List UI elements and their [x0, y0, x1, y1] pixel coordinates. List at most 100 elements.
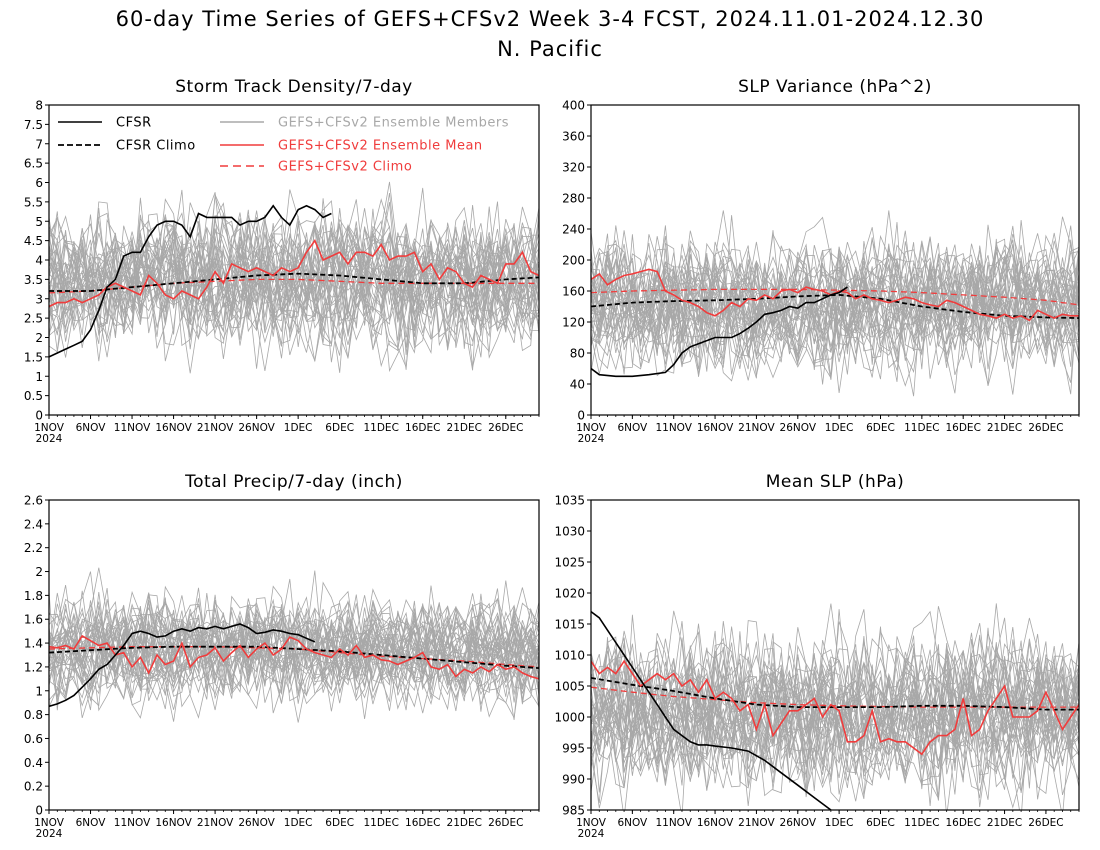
member-trace — [49, 219, 539, 356]
y-tick-label: 1.6 — [24, 613, 43, 627]
legend-label: GEFS+CFSv2 Ensemble Mean — [278, 139, 483, 154]
member-trace — [591, 222, 1079, 379]
member-trace — [591, 641, 1079, 786]
x-tick-label: 21DEC — [447, 817, 482, 829]
legend-item-ens-mean: GEFS+CFSv2 Ensemble Mean — [220, 139, 483, 154]
y-tick-label: 240 — [562, 223, 585, 237]
member-trace — [591, 254, 1079, 370]
figure-title: 60-day Time Series of GEFS+CFSv2 Week 3-… — [116, 7, 985, 31]
legend-label: GEFS+CFSv2 Ensemble Members — [278, 116, 509, 131]
member-trace — [591, 630, 1079, 800]
x-tick-label: 26DEC — [488, 817, 523, 829]
x-tick-label: 11NOV — [114, 422, 151, 434]
y-tick-label: 0.8 — [24, 708, 43, 722]
legend-item-ens-climo: GEFS+CFSv2 Climo — [220, 160, 412, 175]
series-ens-climo — [591, 288, 1079, 306]
y-tick-label: 1035 — [554, 494, 585, 508]
series-climo — [591, 293, 1079, 319]
x-tick-label: 11NOV — [655, 422, 692, 434]
x-tick-label: 11DEC — [363, 817, 398, 829]
axes-frame — [48, 499, 540, 811]
panel-1: Storm Track Density/7-day 0 0.5 1 1.5 2 2.5 3 3.… — [24, 77, 540, 445]
member-trace — [591, 633, 1079, 800]
x-tick-label: 1NOV — [576, 422, 607, 434]
y-tick-label: 2 — [35, 565, 43, 579]
series-climo — [49, 645, 539, 669]
y-tick-label: 995 — [562, 742, 585, 756]
series-climo — [591, 677, 1079, 711]
y-tick-label: 1000 — [554, 711, 585, 725]
x-tick-label: 1DEC — [284, 422, 313, 434]
x-tick-label: 6DEC — [325, 422, 354, 434]
series-obs — [591, 610, 832, 810]
y-tick-label: 0 — [35, 804, 43, 818]
x-tick-label: 11DEC — [904, 422, 939, 434]
y-tick-label: 1015 — [554, 618, 585, 632]
y-tick-label: 1 — [35, 370, 43, 384]
x-tick-label: 26DEC — [1028, 422, 1063, 434]
y-tick-label: 6.5 — [24, 157, 43, 171]
member-trace — [49, 199, 539, 363]
x-tick-label: 11DEC — [904, 817, 939, 829]
y-tick-label: 1020 — [554, 587, 585, 601]
y-tick-label: 1025 — [554, 556, 585, 570]
y-tick-label: 5 — [35, 215, 43, 229]
member-trace — [591, 210, 1079, 379]
panels-group: Storm Track Density/7-day 0 0.5 1 1.5 2 2.5 3 3.… — [24, 77, 1080, 840]
member-trace — [49, 218, 539, 340]
y-tick-label: 6 — [35, 176, 43, 190]
member-trace — [591, 603, 1079, 800]
y-tick-label: 0.4 — [24, 756, 43, 770]
x-tick-label: 1DEC — [825, 422, 854, 434]
y-tick-label: 2.4 — [24, 517, 43, 531]
member-trace — [49, 602, 539, 711]
y-tick-label: 0.5 — [24, 389, 43, 403]
figure-subtitle: N. Pacific — [497, 37, 603, 61]
x-tick-label: 21DEC — [987, 817, 1022, 829]
y-tick-label: 5.5 — [24, 195, 43, 209]
legend-item-cfsr: CFSR — [58, 116, 151, 131]
y-tick-label: 0.2 — [24, 780, 43, 794]
y-tick-label: 8 — [35, 99, 43, 113]
member-trace — [591, 614, 1079, 774]
x-tick-label: 16DEC — [405, 422, 440, 434]
y-tick-label: 1.2 — [24, 660, 43, 674]
x-tick-label: 1NOV — [34, 817, 65, 829]
y-tick-label: 1.5 — [24, 350, 43, 364]
x-tick-label: 1DEC — [284, 817, 313, 829]
panel-3: Total Precip/7-day (inch)00.20.40.60.811… — [24, 472, 540, 840]
y-tick-label: 0 — [577, 409, 585, 423]
x-tick-label: 6NOV — [76, 422, 107, 434]
member-trace — [49, 600, 539, 723]
y-tick-label: 7.5 — [24, 118, 43, 132]
x-year-label: 2024 — [578, 828, 605, 840]
member-trace — [591, 610, 1079, 788]
member-trace — [49, 593, 539, 702]
y-tick-label: 0 — [35, 409, 43, 423]
legend: CFSR CFSR Climo GEFS+CFSv2 Ensemble Member… — [58, 116, 509, 175]
y-tick-label: 400 — [562, 99, 585, 113]
legend-item-cfsr-climo: CFSR Climo — [58, 139, 195, 154]
x-tick-label: 21NOV — [738, 422, 775, 434]
x-tick-label: 16NOV — [155, 817, 192, 829]
y-tick-label: 280 — [562, 192, 585, 206]
x-tick-label: 26NOV — [780, 422, 817, 434]
x-tick-label: 16NOV — [697, 817, 734, 829]
member-trace — [591, 620, 1079, 792]
x-tick-label: 21NOV — [738, 817, 775, 829]
y-tick-label: 2.2 — [24, 541, 43, 555]
y-tick-label: 1010 — [554, 649, 585, 663]
member-trace — [49, 220, 539, 352]
x-tick-label: 11NOV — [655, 817, 692, 829]
series-obs — [49, 204, 332, 358]
y-tick-label: 120 — [562, 316, 585, 330]
panel-title: Total Precip/7-day (inch) — [184, 472, 403, 492]
y-tick-label: 2 — [35, 331, 43, 345]
series-ens-mean — [49, 238, 539, 308]
member-trace — [49, 198, 539, 349]
series-ens-mean — [591, 659, 1079, 756]
x-tick-label: 21NOV — [197, 817, 234, 829]
ensemble-members — [49, 567, 539, 723]
x-tick-label: 21DEC — [987, 422, 1022, 434]
